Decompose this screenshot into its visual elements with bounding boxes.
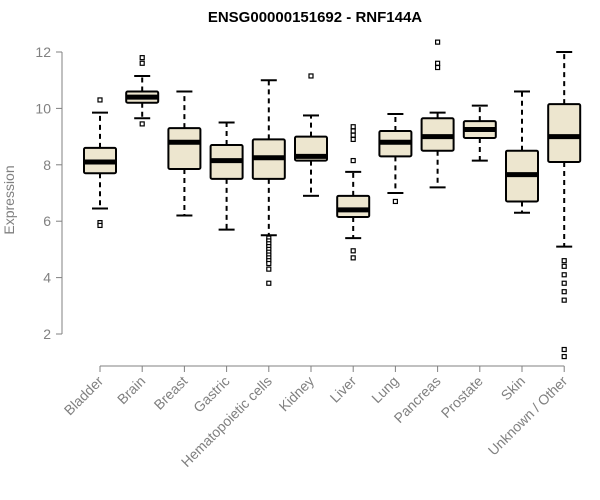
x-tick-label: Prostate bbox=[438, 373, 486, 421]
outlier-point bbox=[97, 222, 103, 229]
box-group bbox=[505, 90, 539, 214]
x-tick-label: Skin bbox=[498, 373, 529, 404]
y-tick-label: 10 bbox=[35, 100, 51, 116]
outlier-point bbox=[561, 272, 567, 278]
box-iqr bbox=[167, 127, 202, 171]
box-group bbox=[462, 104, 497, 162]
chart-title: ENSG00000151692 - RNF144A bbox=[208, 9, 422, 26]
y-tick-label: 12 bbox=[35, 44, 51, 60]
box-iqr bbox=[336, 194, 371, 218]
outlier-point bbox=[350, 132, 356, 138]
outlier-point bbox=[561, 258, 567, 264]
outlier-point bbox=[266, 260, 272, 267]
box-series bbox=[83, 39, 582, 360]
outlier-point bbox=[561, 353, 567, 360]
box-group bbox=[125, 55, 160, 127]
y-tick-label: 8 bbox=[43, 157, 51, 173]
outlier-point bbox=[350, 136, 356, 143]
outlier-point bbox=[308, 73, 314, 79]
outlier-point bbox=[139, 60, 145, 66]
x-tick-label: Brain bbox=[114, 373, 148, 407]
outlier-point bbox=[392, 198, 398, 205]
x-tick-label: Liver bbox=[327, 373, 360, 406]
x-tick-label: Unknown / Other bbox=[485, 373, 571, 459]
box-group bbox=[336, 124, 371, 261]
box-group bbox=[167, 90, 202, 217]
x-tick-label: Breast bbox=[151, 373, 191, 413]
outlier-point bbox=[97, 97, 103, 103]
outlier-point bbox=[266, 266, 272, 272]
outlier-point bbox=[350, 128, 356, 134]
x-tick-label: Pancreas bbox=[391, 373, 444, 426]
box-group bbox=[420, 39, 455, 189]
outlier-point bbox=[350, 157, 356, 164]
box-group bbox=[547, 51, 582, 360]
outlier-point bbox=[435, 60, 441, 66]
box-group bbox=[83, 97, 117, 229]
y-axis: 2 4 6 8 10 12 bbox=[35, 44, 63, 342]
outlier-point bbox=[350, 248, 356, 254]
outlier-point bbox=[561, 263, 567, 269]
outlier-point bbox=[350, 124, 356, 130]
box-iqr bbox=[547, 103, 582, 163]
outlier-point bbox=[139, 121, 145, 127]
outlier-point bbox=[435, 64, 441, 71]
outlier-point bbox=[561, 280, 567, 286]
y-tick-label: 2 bbox=[43, 326, 51, 342]
box-group bbox=[378, 113, 413, 205]
y-tick-label: 4 bbox=[43, 270, 51, 286]
outlier-point bbox=[561, 289, 567, 295]
outlier-point bbox=[139, 55, 145, 61]
box-group bbox=[251, 79, 286, 286]
outlier-point bbox=[350, 255, 356, 261]
y-axis-label: Expression bbox=[1, 165, 17, 234]
box-group bbox=[209, 121, 244, 231]
outlier-point bbox=[561, 346, 567, 353]
y-tick-label: 6 bbox=[43, 213, 51, 229]
outlier-point bbox=[435, 39, 441, 45]
outlier-point bbox=[266, 280, 272, 286]
x-tick-label: Lung bbox=[368, 373, 401, 406]
x-tick-label: Bladder bbox=[61, 373, 107, 419]
outlier-point bbox=[561, 297, 567, 303]
x-tick-label: Kidney bbox=[276, 373, 318, 415]
box-group bbox=[294, 73, 328, 197]
